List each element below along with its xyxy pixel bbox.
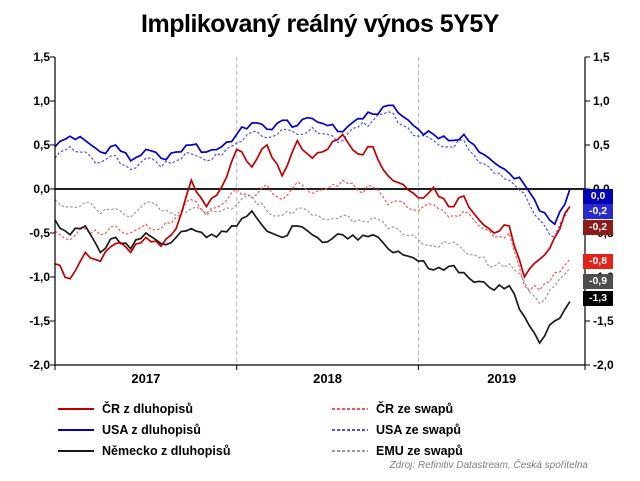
- end-value-label: -0,2: [583, 219, 613, 235]
- y-tick-label-left: 0,5: [33, 138, 50, 152]
- legend: ČR z dluhopisů USA z dluhopisů Německo z…: [57, 399, 605, 460]
- y-tick-label-right: -2,0: [593, 358, 614, 372]
- y-tick-label-left: -1,5: [29, 314, 50, 328]
- x-tick-label: 2019: [487, 371, 517, 386]
- y-tick-label-left: -0,5: [29, 226, 50, 240]
- x-tick-label: 2017: [131, 371, 161, 386]
- legend-column-swaps: ČR ze swapů USA ze swapů EMU ze swapů: [331, 399, 605, 460]
- chart-title: Implikovaný reálný výnos 5Y5Y: [141, 10, 499, 38]
- end-value-label: 0,0: [583, 188, 613, 204]
- legend-line-sample: [58, 407, 94, 410]
- legend-item: Německo z dluhopisů: [57, 441, 331, 460]
- legend-line-sample: [332, 428, 368, 431]
- legend-line-sample: [58, 428, 94, 431]
- legend-label: ČR z dluhopisů: [102, 401, 193, 416]
- series-line: [54, 194, 571, 305]
- y-tick-label-left: -1,0: [29, 270, 50, 284]
- legend-item: ČR z dluhopisů: [57, 399, 331, 418]
- legend-item: USA ze swapů: [331, 420, 605, 439]
- legend-line-sample: [332, 407, 368, 410]
- legend-item: USA z dluhopisů: [57, 420, 331, 439]
- legend-label: Německo z dluhopisů: [102, 443, 231, 458]
- series-line: [54, 104, 571, 226]
- y-tick-label-left: 0,0: [33, 182, 50, 196]
- legend-column-bonds: ČR z dluhopisů USA z dluhopisů Německo z…: [57, 399, 331, 460]
- y-tick-label-right: 1,5: [593, 50, 610, 64]
- x-tick-label: 2018: [313, 371, 343, 386]
- y-tick-label-left: 1,5: [33, 50, 50, 64]
- end-value-label: -1,3: [583, 290, 613, 306]
- legend-item: EMU ze swapů: [331, 441, 605, 460]
- series-line: [54, 209, 571, 345]
- series-line: [54, 179, 571, 292]
- end-value-label: -0,9: [583, 273, 613, 289]
- y-tick-label-right: 1,0: [593, 94, 610, 108]
- source-note: Zdroj: Refinitiv Datastream, Česká spoři…: [389, 460, 588, 471]
- legend-line-sample: [58, 449, 94, 452]
- y-tick-label-left: -2,0: [29, 358, 50, 372]
- series-line: [54, 110, 571, 239]
- legend-label: ČR ze swapů: [376, 401, 454, 416]
- legend-label: USA ze swapů: [376, 422, 461, 437]
- y-tick-label-left: 1,0: [33, 94, 50, 108]
- end-value-label: -0,8: [583, 253, 613, 269]
- legend-line-sample: [332, 449, 368, 452]
- legend-item: ČR ze swapů: [331, 399, 605, 418]
- y-tick-label-right: 0,5: [593, 138, 610, 152]
- legend-label: EMU ze swapů: [376, 443, 463, 458]
- y-tick-label-right: -1,5: [593, 314, 614, 328]
- legend-label: USA z dluhopisů: [102, 422, 201, 437]
- end-value-label: -0,2: [583, 203, 613, 219]
- series-line: [54, 133, 571, 280]
